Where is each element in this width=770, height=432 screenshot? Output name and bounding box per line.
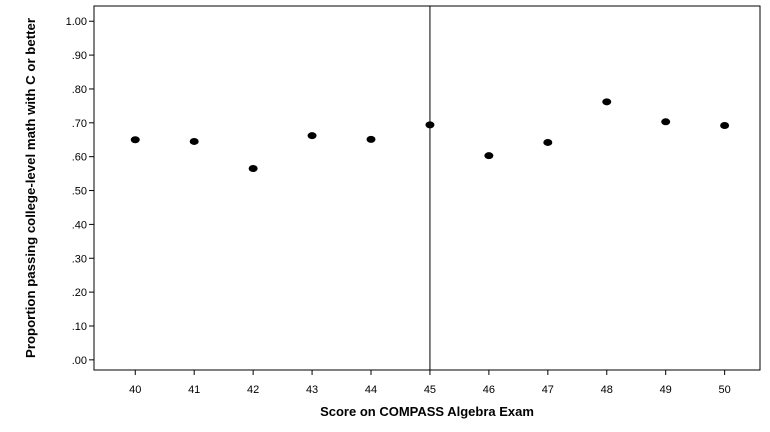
x-tick-label: 42: [247, 384, 259, 396]
x-tick-label: 48: [601, 384, 613, 396]
data-point: [189, 137, 199, 145]
y-tick-label: .00: [72, 355, 87, 367]
y-tick-label: 1.00: [66, 16, 87, 28]
y-tick-label: .40: [72, 219, 87, 231]
x-tick-label: 45: [424, 384, 436, 396]
x-tick-label: 47: [542, 384, 554, 396]
x-axis-title: Score on COMPASS Algebra Exam: [320, 404, 534, 419]
y-tick-label: .60: [72, 152, 87, 164]
y-axis: .00 .10 .20 .30 .40 .50 .60 .70 .80 .90 1.00: [66, 16, 94, 367]
x-tick-label: 43: [306, 384, 318, 396]
data-point: [366, 135, 376, 143]
x-tick-label: 41: [188, 384, 200, 396]
data-points: [130, 98, 730, 173]
data-point: [130, 136, 140, 144]
x-tick-label: 50: [719, 384, 731, 396]
y-tick-label: .20: [72, 287, 87, 299]
y-tick-label: .70: [72, 118, 87, 130]
data-point: [484, 152, 494, 160]
y-tick-label: .90: [72, 50, 87, 62]
data-point: [248, 165, 258, 173]
data-point: [661, 118, 671, 126]
x-axis: 40 41 42 43 44 45 46 47 48 49 50: [129, 370, 731, 396]
y-tick-label: .10: [72, 321, 87, 333]
plot-frame: [93, 5, 761, 371]
y-axis-title: Proportion passing college-level math wi…: [23, 18, 38, 358]
x-tick-label: 46: [483, 384, 495, 396]
data-point: [307, 132, 317, 140]
x-tick-label: 49: [660, 384, 672, 396]
y-tick-label: .80: [72, 84, 87, 96]
y-tick-label: .50: [72, 186, 87, 198]
x-tick-label: 44: [365, 384, 377, 396]
data-point: [425, 121, 435, 129]
x-tick-label: 40: [129, 384, 141, 396]
data-point: [543, 138, 553, 146]
data-point: [720, 122, 730, 130]
y-tick-label: .30: [72, 253, 87, 265]
data-point: [602, 98, 612, 106]
